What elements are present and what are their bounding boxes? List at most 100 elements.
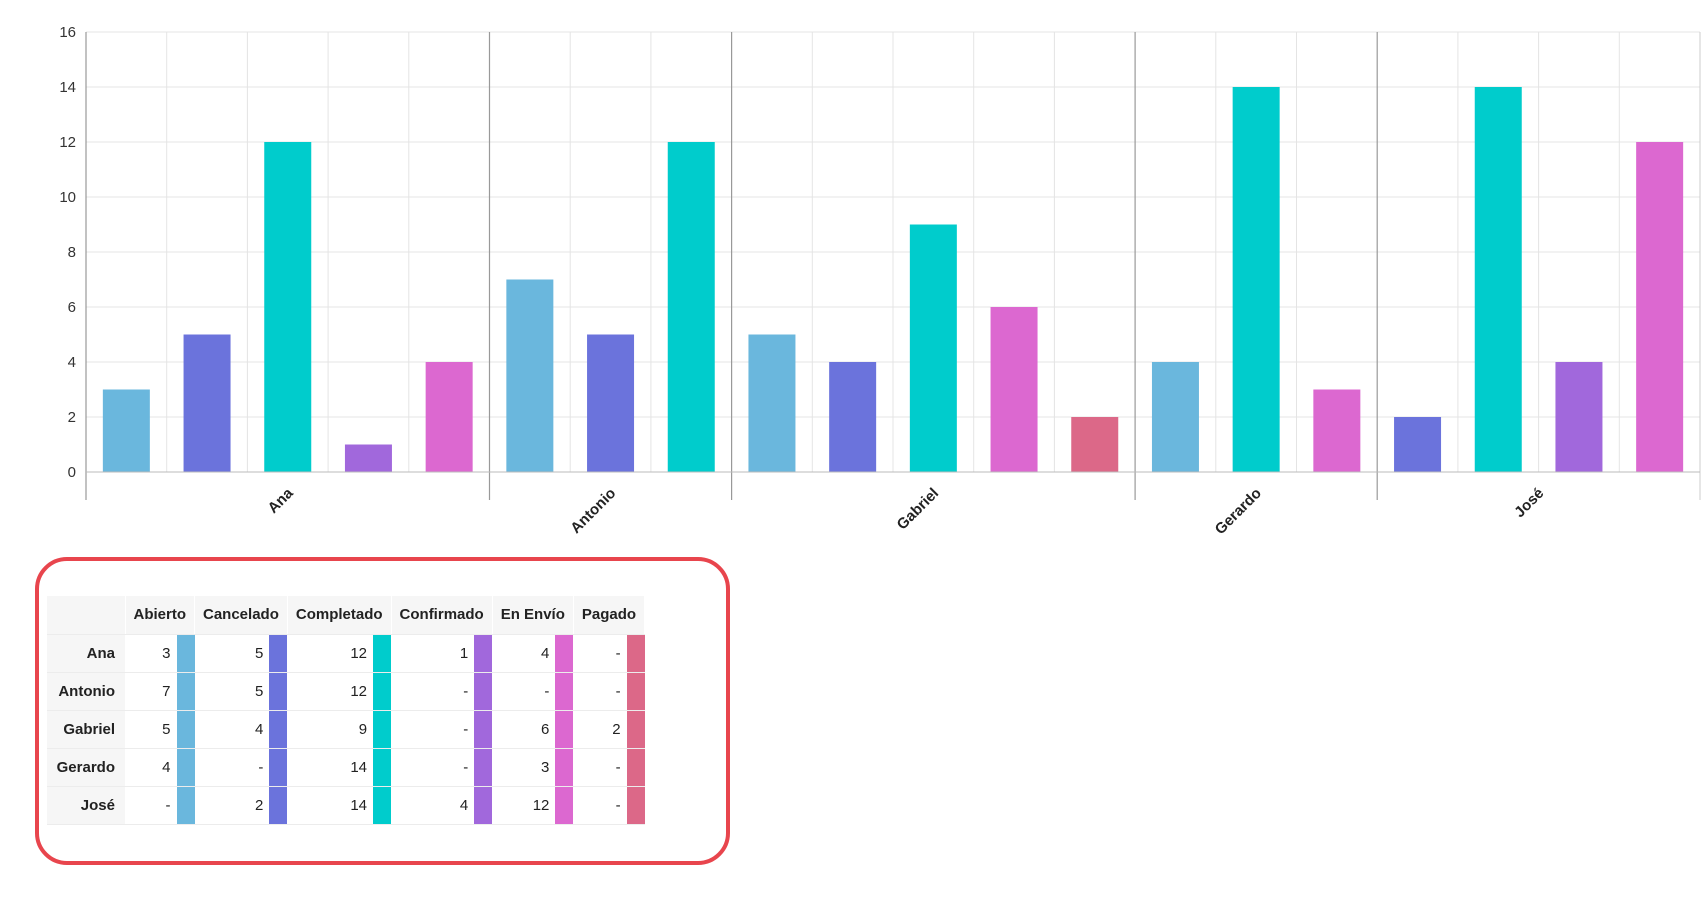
bar [1555,362,1603,472]
series-color-swatch [176,672,195,711]
bar [1151,362,1199,472]
series-color-swatch [474,786,493,825]
series-color-swatch [474,710,493,749]
series-color-swatch [373,634,392,673]
row-header: Ana [47,634,125,673]
y-tick-label: 8 [68,244,76,261]
table-cell: - [573,786,627,825]
series-color-swatch [626,672,645,711]
table-cell: 4 [391,786,475,825]
column-header: Cancelado [194,596,288,635]
y-tick-label: 16 [59,24,76,41]
table-cell: 12 [287,634,374,673]
series-color-swatch [555,672,574,711]
series-color-swatch [626,634,645,673]
table-row: José -2 14 4 12- [47,786,645,825]
table-cell: 4 [194,710,270,749]
table-row: Gabriel 5 4 9-6 2 [47,710,645,749]
series-color-swatch [555,710,574,749]
x-category-label: José [1511,485,1547,521]
table-cell: - [391,710,475,749]
series-color-swatch [269,710,288,749]
table-body: Ana 3 5 12 1 4- Antonio 7 5 12- - - Gabriel 5 4 9-6 2 Ger… [47,634,645,825]
bar-chart: 0 2 4 6 8 10 12 14 16 Ana Antonio Gabriel Gerardo Jos… [59,24,1701,538]
bar [748,334,796,472]
series-color-swatch [555,634,574,673]
y-tick-label: 0 [68,464,76,481]
y-tick-label: 12 [59,134,76,151]
y-tick-label: 4 [68,354,76,371]
bar [909,224,957,472]
column-header: En Envío [492,596,574,635]
series-color-swatch [269,634,288,673]
x-category-label: Gerardo [1212,485,1265,538]
series-color-swatch [474,748,493,787]
series-color-swatch [626,710,645,749]
series-color-swatch [474,672,493,711]
series-color-swatch [373,786,392,825]
table-cell: 2 [194,786,270,825]
table-cell: - [573,634,627,673]
y-tick-label: 14 [59,79,76,96]
table-cell: - [391,748,475,787]
table-cell: 5 [125,710,177,749]
table-cell: - [194,748,270,787]
column-header: Pagado [573,596,646,635]
table-header-row: Abierto Cancelado Completado Confirmado En E… [47,596,646,635]
table-cell: - [125,786,177,825]
table-cell: 6 [492,710,556,749]
y-tick-label: 6 [68,299,76,316]
series-color-swatch [555,786,574,825]
table-cell: 3 [492,748,556,787]
bar [587,334,635,472]
table-cell: 14 [287,748,374,787]
table-row: Ana 3 5 12 1 4- [47,634,645,673]
series-color-swatch [373,748,392,787]
data-table: Abierto Cancelado Completado Confirmado En E… [47,596,646,825]
column-header: Confirmado [391,596,493,635]
series-color-swatch [373,672,392,711]
bar [344,444,392,472]
bar [102,389,150,472]
row-header: Gabriel [47,710,125,749]
series-color-swatch [474,634,493,673]
x-category-label: Gabriel [894,485,943,534]
series-color-swatch [176,786,195,825]
column-header: Completado [287,596,392,635]
table-cell: 12 [492,786,556,825]
series-color-swatch [269,748,288,787]
table-cell: 7 [125,672,177,711]
table-cell: 14 [287,786,374,825]
table-cell: 5 [194,634,270,673]
series-color-swatch [176,634,195,673]
series-color-swatch [373,710,392,749]
y-tick-label: 10 [59,189,76,206]
bar [990,307,1038,472]
y-tick-label: 2 [68,409,76,426]
table-cell: - [391,672,475,711]
series-color-swatch [626,748,645,787]
bar [1474,87,1522,472]
row-header: José [47,786,125,825]
chart-bars [102,87,1684,472]
bar [667,142,715,472]
bar [425,362,473,472]
table-cell: 1 [391,634,475,673]
x-category-label: Antonio [567,485,619,537]
bar [829,362,877,472]
table-cell: - [573,672,627,711]
series-color-swatch [176,710,195,749]
x-category-label: Ana [265,484,298,517]
bar [1313,389,1361,472]
table-cell: 5 [194,672,270,711]
table-cell: 4 [125,748,177,787]
bar [506,279,554,472]
table-highlight-frame [35,557,730,865]
table-cell: 12 [287,672,374,711]
bar [1394,417,1442,472]
bar [183,334,231,472]
series-color-swatch [269,672,288,711]
table-cell: 3 [125,634,177,673]
bar [1232,87,1280,472]
bar [1071,417,1119,472]
